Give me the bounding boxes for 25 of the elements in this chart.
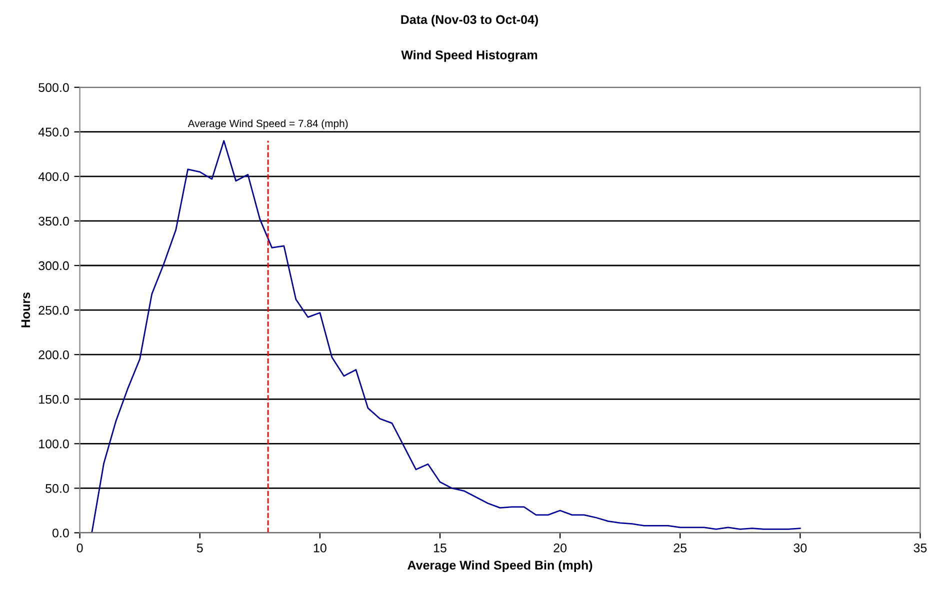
y-tick-label: 400.0 <box>38 172 69 182</box>
y-tick-label: 300.0 <box>38 261 69 270</box>
ref-line-label: Average Wind Speed = 7.84 (mph) <box>188 119 348 130</box>
x-tick-label: 5 <box>196 544 203 552</box>
y-tick-label: 100.0 <box>39 439 69 448</box>
x-tick-label: 15 <box>434 544 446 552</box>
x-tick-label: 10 <box>314 544 326 552</box>
y-tick-label: 250.0 <box>38 306 69 315</box>
y-tick-label: 200.0 <box>38 350 69 360</box>
x-tick-label: 30 <box>794 544 807 552</box>
x-tick-label: 25 <box>674 544 687 552</box>
x-tick-label: 20 <box>554 544 567 552</box>
line-series <box>91 140 801 533</box>
y-tick-label: 50.0 <box>46 484 69 493</box>
y-tick-label: 450.0 <box>38 128 69 137</box>
y-tick-label: 500.0 <box>38 83 69 92</box>
chart-subtitle: Wind Speed Histogram <box>401 50 538 62</box>
y-tick-label: 350.0 <box>38 216 69 226</box>
chart-title: Data (Nov-03 to Oct-04) <box>401 14 538 26</box>
y-axis-title: Hours <box>21 292 30 328</box>
x-tick-label: 0 <box>76 544 83 552</box>
x-axis-title: Average Wind Speed Bin (mph) <box>408 560 592 572</box>
x-tick-label: 35 <box>914 544 927 552</box>
y-tick-label: 0.0 <box>52 528 69 538</box>
y-tick-label: 150.0 <box>39 394 69 404</box>
